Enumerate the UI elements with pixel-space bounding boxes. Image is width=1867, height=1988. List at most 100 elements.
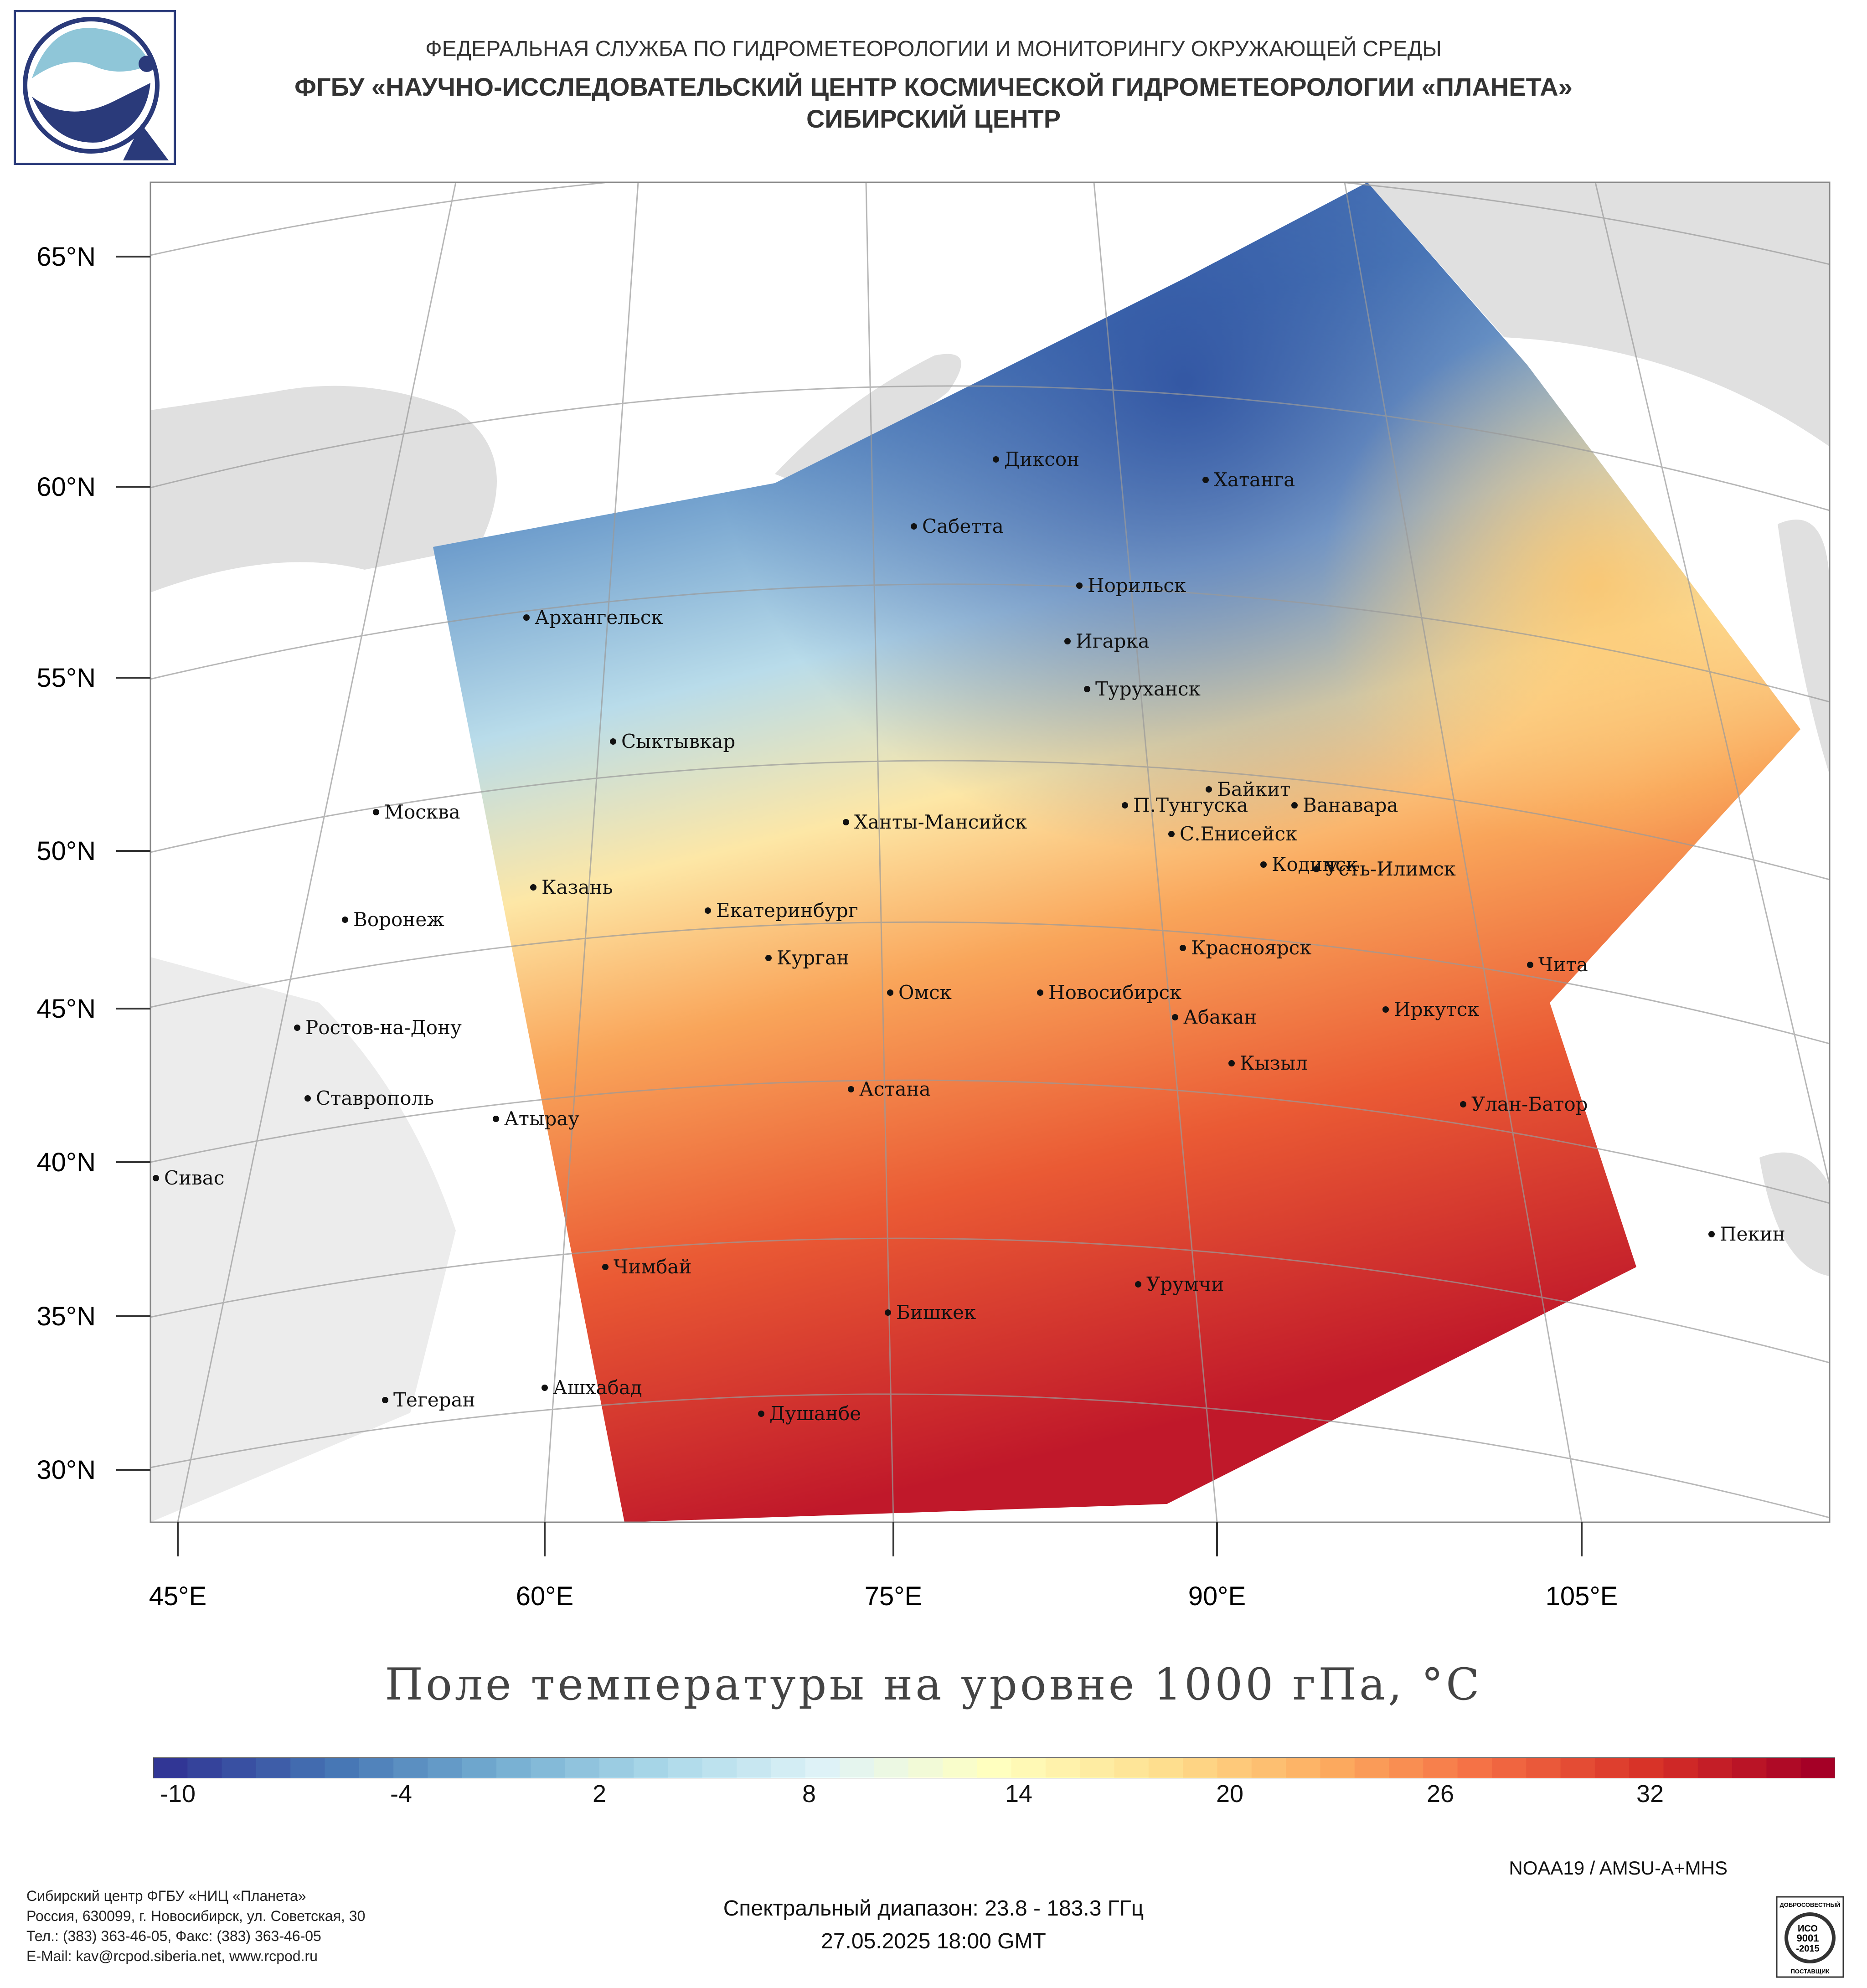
city-markers: Диксон Хатанга Сабетта Норильск Игарка Арханг… — [153, 448, 1785, 1425]
lat-label-30: 30°N — [36, 1455, 96, 1485]
city-dot — [1527, 962, 1533, 968]
city-dot — [1228, 1060, 1235, 1066]
colorbar-cell — [1183, 1757, 1218, 1778]
city-dot — [1460, 1101, 1466, 1107]
city-dot — [1180, 945, 1186, 951]
datetime: 27.05.2025 18:00 GMT — [821, 1929, 1046, 1953]
iso-badge: ДОБРОСОВЕСТНЫЙ ИСО 9001 -2015 ПОСТАВЩИК — [1776, 1896, 1844, 1978]
city-label: Ставрополь — [316, 1087, 434, 1109]
colorbar-cell — [1217, 1757, 1252, 1778]
colorbar-cell — [599, 1757, 634, 1778]
iso-badge-bottom: ПОСТАВЩИК — [1791, 1968, 1830, 1975]
city-dot — [1076, 582, 1083, 589]
city-label: Новосибирск — [1048, 981, 1181, 1004]
lon-label-105: 105°E — [1546, 1581, 1618, 1611]
city-label: Ханты-Мансийск — [854, 811, 1027, 833]
colorbar-cell — [187, 1757, 222, 1778]
city-label: Улан-Батор — [1471, 1093, 1588, 1115]
colorbar-cell — [943, 1757, 978, 1778]
lat-label-35: 35°N — [36, 1302, 96, 1331]
city-dot — [1708, 1231, 1715, 1237]
colorbar-cell — [840, 1757, 875, 1778]
city-dot — [885, 1309, 891, 1316]
city-dot — [304, 1095, 311, 1102]
colorbar-cell — [1389, 1757, 1424, 1778]
footer-line: Сибирский центр ФГБУ «НИЦ «Планета» — [26, 1888, 306, 1904]
colorbar-cell — [290, 1757, 325, 1778]
city-label: Туруханск — [1095, 678, 1201, 700]
city-label: Казань — [542, 876, 613, 898]
city-label: Кызыл — [1240, 1052, 1308, 1074]
city-dot — [1037, 989, 1043, 996]
city-label: Абакан — [1183, 1006, 1257, 1028]
city-label: Омск — [898, 981, 952, 1004]
city-label: Красноярск — [1191, 937, 1311, 959]
city-label: П.Тунгуска — [1133, 794, 1248, 816]
iso-badge-top: ДОБРОСОВЕСТНЫЙ — [1779, 1901, 1840, 1908]
colorbar-cell — [977, 1757, 1012, 1778]
lat-label-65: 65°N — [36, 242, 96, 272]
colorbar-cell — [1045, 1757, 1081, 1778]
city-dot — [1172, 1014, 1178, 1020]
colorbar-tick: 20 — [1216, 1780, 1244, 1808]
city-label: Екатеринбург — [716, 899, 858, 922]
colorbar-cell — [1011, 1757, 1046, 1778]
iso-badge-mid3: -2015 — [1796, 1944, 1819, 1954]
colorbar-cell — [428, 1757, 463, 1778]
colorbar-tick: 2 — [592, 1780, 607, 1808]
colorbar-tick: -10 — [160, 1780, 196, 1808]
header-agency: ФЕДЕРАЛЬНАЯ СЛУЖБА ПО ГИДРОМЕТЕОРОЛОГИИ … — [425, 37, 1442, 61]
spectral-range: Спектральный диапазон: 23.8 - 183.3 ГГц — [723, 1896, 1144, 1921]
map-border — [150, 181, 1831, 1523]
city-dot — [1084, 686, 1090, 692]
city-dot — [1168, 831, 1175, 837]
city-label: Архангельск — [535, 606, 663, 628]
city-dot — [373, 809, 379, 815]
city-label: Чита — [1538, 953, 1588, 976]
colorbar-cell — [393, 1757, 428, 1778]
colorbar-cell — [496, 1757, 531, 1778]
city-dot — [1202, 477, 1209, 483]
city-dot — [602, 1264, 609, 1270]
colorbar-cell — [1594, 1757, 1630, 1778]
city-dot — [1291, 802, 1298, 809]
city-dot — [848, 1086, 854, 1092]
city-dot — [1135, 1281, 1141, 1288]
city-label: Тегеран — [393, 1389, 475, 1411]
city-label: Ашхабад — [553, 1376, 642, 1399]
footer-line: Россия, 630099, г. Новосибирск, ул. Сове… — [26, 1908, 366, 1924]
colorbar-tick: -4 — [390, 1780, 413, 1808]
city-dot — [610, 738, 616, 745]
city-dot — [843, 819, 849, 825]
city-label: Москва — [384, 801, 460, 823]
city-label: Душанбе — [769, 1402, 861, 1425]
city-label: Курган — [777, 947, 849, 969]
lon-label-60: 60°E — [516, 1581, 573, 1611]
colorbar-cell — [771, 1757, 806, 1778]
city-label: Атырау — [504, 1107, 579, 1130]
colorbar-tick: 14 — [1005, 1780, 1033, 1808]
caspian-region — [150, 957, 456, 1522]
colorbar-ticks: -10 -4 2 8 14 20 26 32 — [0, 1780, 1867, 1816]
colorbar-cell — [359, 1757, 394, 1778]
colorbar-cell — [1148, 1757, 1184, 1778]
city-label: С.Енисейск — [1180, 823, 1297, 845]
city-dot — [523, 614, 530, 621]
colorbar-cell — [256, 1757, 291, 1778]
city-dot — [1064, 638, 1071, 644]
city-label: Норильск — [1088, 574, 1186, 597]
colorbar-cell — [1697, 1757, 1733, 1778]
graticule — [150, 182, 1830, 1522]
city-label: Астана — [859, 1078, 931, 1100]
colorbar-tick: 26 — [1426, 1780, 1454, 1808]
colorbar-cell — [702, 1757, 738, 1778]
city-label: Сабетта — [922, 515, 1004, 537]
city-dot — [1313, 866, 1320, 872]
city-dot — [911, 523, 917, 530]
colorbar-cell — [222, 1757, 257, 1778]
city-label: Байкит — [1217, 778, 1290, 800]
city-dot — [1260, 861, 1267, 868]
colorbar-cell — [1526, 1757, 1561, 1778]
colorbar-cell — [1663, 1757, 1698, 1778]
lon-label-90: 90°E — [1188, 1581, 1246, 1611]
